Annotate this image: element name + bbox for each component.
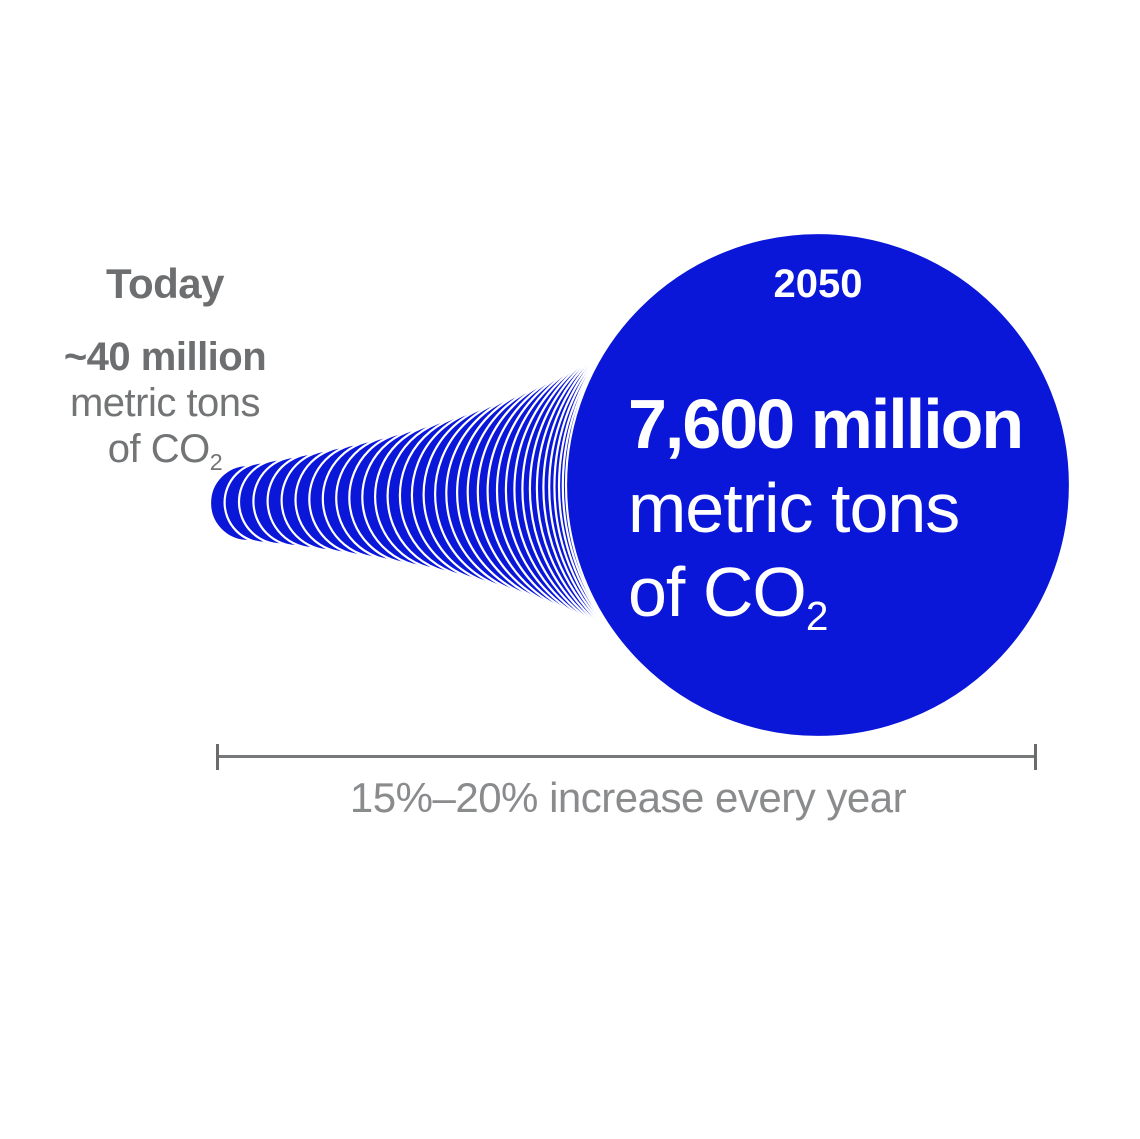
year-2050-value-label: 7,600 million — [628, 385, 1024, 463]
bracket-line — [219, 755, 1034, 758]
today-label-block: Today ~40 million metric tons of CO2 — [40, 260, 290, 485]
year-2050-unit-line2: of CO2 — [628, 550, 1088, 658]
co2-subscript: 2 — [209, 449, 223, 476]
year-2050-unit-text: of CO — [628, 553, 807, 631]
co2-subscript: 2 — [805, 593, 829, 640]
year-2050-unit-line1: metric tons — [628, 469, 960, 547]
today-unit-text: of CO — [107, 427, 210, 471]
today-unit-line1: metric tons — [69, 381, 261, 425]
today-unit-line2: of CO2 — [40, 426, 290, 485]
today-value-label: ~40 million — [63, 335, 267, 379]
growth-caption: 15%–20% increase every year — [349, 774, 907, 821]
today-period-label: Today — [105, 260, 225, 307]
year-2050-value-block: 7,600 million metric tons of CO2 — [628, 382, 1088, 658]
emission-circle-2050 — [564, 231, 1072, 739]
year-2050-label: 2050 — [773, 262, 863, 306]
growth-bracket — [216, 744, 1037, 770]
